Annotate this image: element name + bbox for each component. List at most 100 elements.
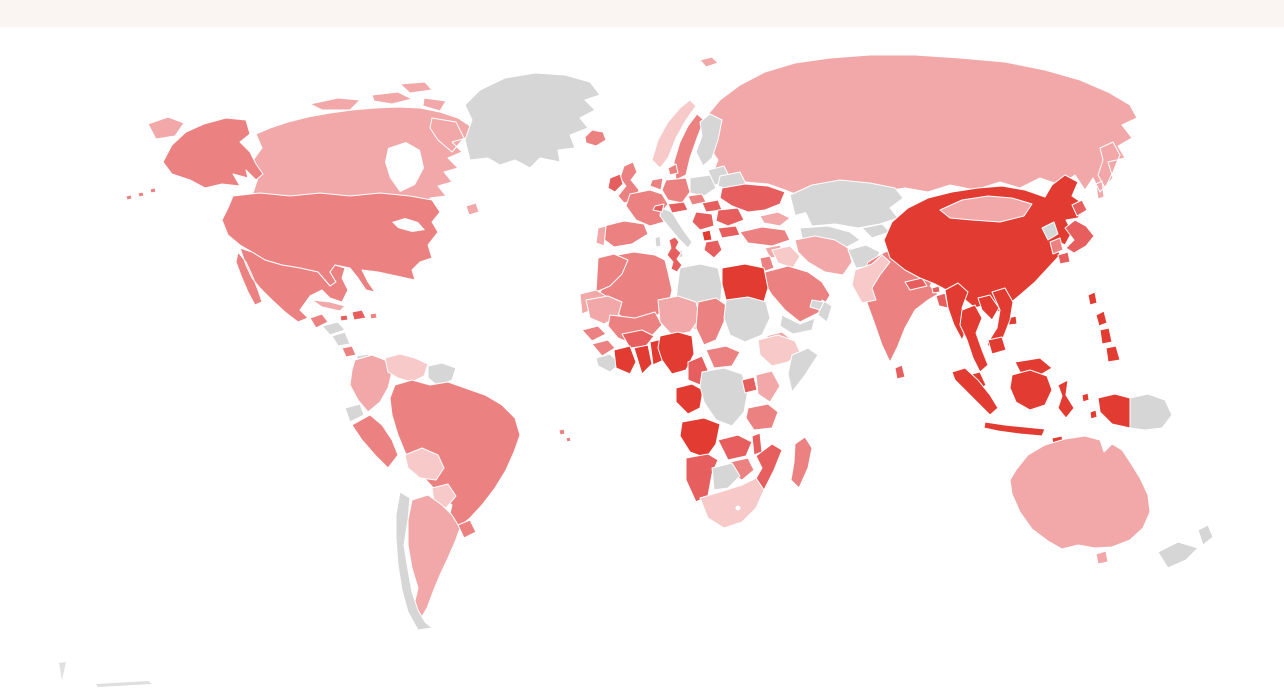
country-gabon-congo[interactable] — [675, 383, 704, 415]
country-iraq[interactable] — [771, 245, 801, 269]
country-sudan[interactable] — [723, 296, 771, 343]
country-balkans[interactable] — [691, 211, 715, 231]
country-iceland[interactable] — [584, 129, 607, 147]
country-thailand[interactable] — [959, 304, 989, 373]
antarctic-sliver-artifact — [96, 681, 152, 687]
country-sri-lanka[interactable] — [894, 364, 906, 380]
country-hispaniola[interactable] — [351, 309, 367, 321]
country-mozambique[interactable] — [753, 443, 783, 491]
country-chile[interactable] — [395, 491, 433, 631]
country-chad[interactable] — [695, 297, 727, 346]
country-uae[interactable] — [809, 299, 825, 311]
country-jamaica[interactable] — [339, 314, 349, 322]
country-turkey[interactable] — [739, 226, 791, 247]
country-namibia[interactable] — [685, 453, 719, 503]
country-honduras[interactable] — [321, 321, 346, 336]
country-senegal[interactable] — [581, 325, 607, 342]
country-puerto-rico[interactable] — [369, 312, 378, 320]
country-nigeria[interactable] — [657, 331, 695, 375]
country-niger[interactable] — [657, 295, 701, 336]
country-albania-macedonia[interactable] — [701, 229, 713, 242]
country-japan[interactable] — [1057, 199, 1095, 265]
country-finland[interactable] — [695, 113, 723, 167]
country-taiwan[interactable] — [1087, 291, 1098, 306]
country-kazakhstan[interactable] — [789, 179, 904, 229]
country-guinea[interactable] — [591, 339, 616, 357]
country-benelux[interactable] — [649, 177, 664, 191]
country-south-africa[interactable] — [699, 477, 765, 529]
country-united-states-alaska[interactable] — [125, 117, 264, 201]
country-sierra-leone-liberia[interactable] — [595, 353, 621, 373]
country-argentina[interactable] — [407, 494, 461, 621]
country-dr-congo[interactable] — [699, 367, 749, 427]
country-ireland[interactable] — [607, 173, 624, 193]
country-russia[interactable] — [704, 54, 1138, 200]
country-uganda[interactable] — [741, 376, 758, 394]
country-tanzania[interactable] — [745, 403, 779, 431]
country-svalbard[interactable] — [699, 56, 719, 68]
country-central-african-republic[interactable] — [705, 345, 741, 369]
country-tunisia-highlighted[interactable] — [666, 236, 683, 273]
country-pakistan[interactable] — [851, 254, 891, 304]
country-malawi[interactable] — [751, 432, 763, 456]
country-mexico[interactable] — [235, 247, 349, 323]
country-ghana[interactable] — [633, 344, 653, 375]
country-papua-new-guinea[interactable] — [1129, 393, 1173, 431]
country-colombia[interactable] — [349, 354, 393, 413]
country-north-korea[interactable] — [1041, 221, 1059, 241]
country-burkina-faso[interactable] — [621, 329, 655, 349]
country-romania[interactable] — [715, 207, 745, 227]
country-portugal[interactable] — [595, 225, 607, 247]
map-cursor-artifact — [59, 662, 66, 680]
country-spain[interactable] — [601, 220, 649, 248]
country-bolivia[interactable] — [404, 447, 445, 481]
country-bhutan[interactable] — [931, 285, 941, 294]
country-switzerland[interactable] — [652, 203, 665, 213]
country-venezuela[interactable] — [384, 353, 429, 383]
country-laos[interactable] — [977, 294, 1000, 321]
country-cote-divoire[interactable] — [613, 345, 637, 375]
country-costa-rica[interactable] — [341, 345, 357, 358]
country-philippines[interactable] — [1095, 310, 1121, 363]
country-cambodia[interactable] — [987, 336, 1007, 355]
country-mongolia[interactable] — [939, 195, 1033, 223]
country-brazil[interactable] — [389, 379, 521, 529]
country-germany[interactable] — [661, 177, 691, 204]
country-new-zealand[interactable] — [1157, 524, 1214, 569]
country-uruguay[interactable] — [457, 519, 477, 539]
country-ukraine[interactable] — [719, 183, 786, 213]
country-nepal[interactable] — [904, 277, 928, 291]
country-somalia[interactable] — [787, 347, 819, 393]
country-caucasus[interactable] — [759, 211, 791, 227]
country-yemen[interactable] — [779, 314, 816, 335]
country-zambia[interactable] — [717, 434, 753, 461]
country-greece[interactable] — [703, 239, 723, 259]
country-madagascar[interactable] — [790, 436, 813, 489]
country-bulgaria[interactable] — [717, 225, 741, 239]
country-austria[interactable] — [667, 201, 689, 214]
country-iran[interactable] — [794, 235, 853, 276]
great-lakes-water — [392, 218, 425, 232]
lesotho-gap — [735, 505, 741, 511]
country-peru[interactable] — [351, 414, 399, 469]
country-ecuador[interactable] — [344, 403, 365, 423]
country-australia[interactable] — [1009, 435, 1151, 565]
country-cuba[interactable] — [311, 299, 346, 312]
country-denmark[interactable] — [667, 163, 679, 176]
country-nicaragua[interactable] — [331, 331, 351, 347]
country-angola[interactable] — [679, 417, 721, 459]
country-cape-verde[interactable] — [558, 428, 572, 443]
country-canada[interactable] — [251, 81, 480, 227]
country-kenya[interactable] — [755, 370, 781, 403]
country-guatemala[interactable] — [309, 313, 329, 329]
hudson-bay-water — [385, 142, 424, 192]
country-norway[interactable] — [651, 99, 697, 169]
country-russia-wrap[interactable] — [147, 116, 185, 140]
country-greenland[interactable] — [464, 72, 601, 169]
country-guianas[interactable] — [427, 362, 457, 387]
country-botswana[interactable] — [711, 462, 741, 491]
country-south-korea[interactable] — [1049, 237, 1064, 255]
top-bar — [0, 0, 1284, 27]
